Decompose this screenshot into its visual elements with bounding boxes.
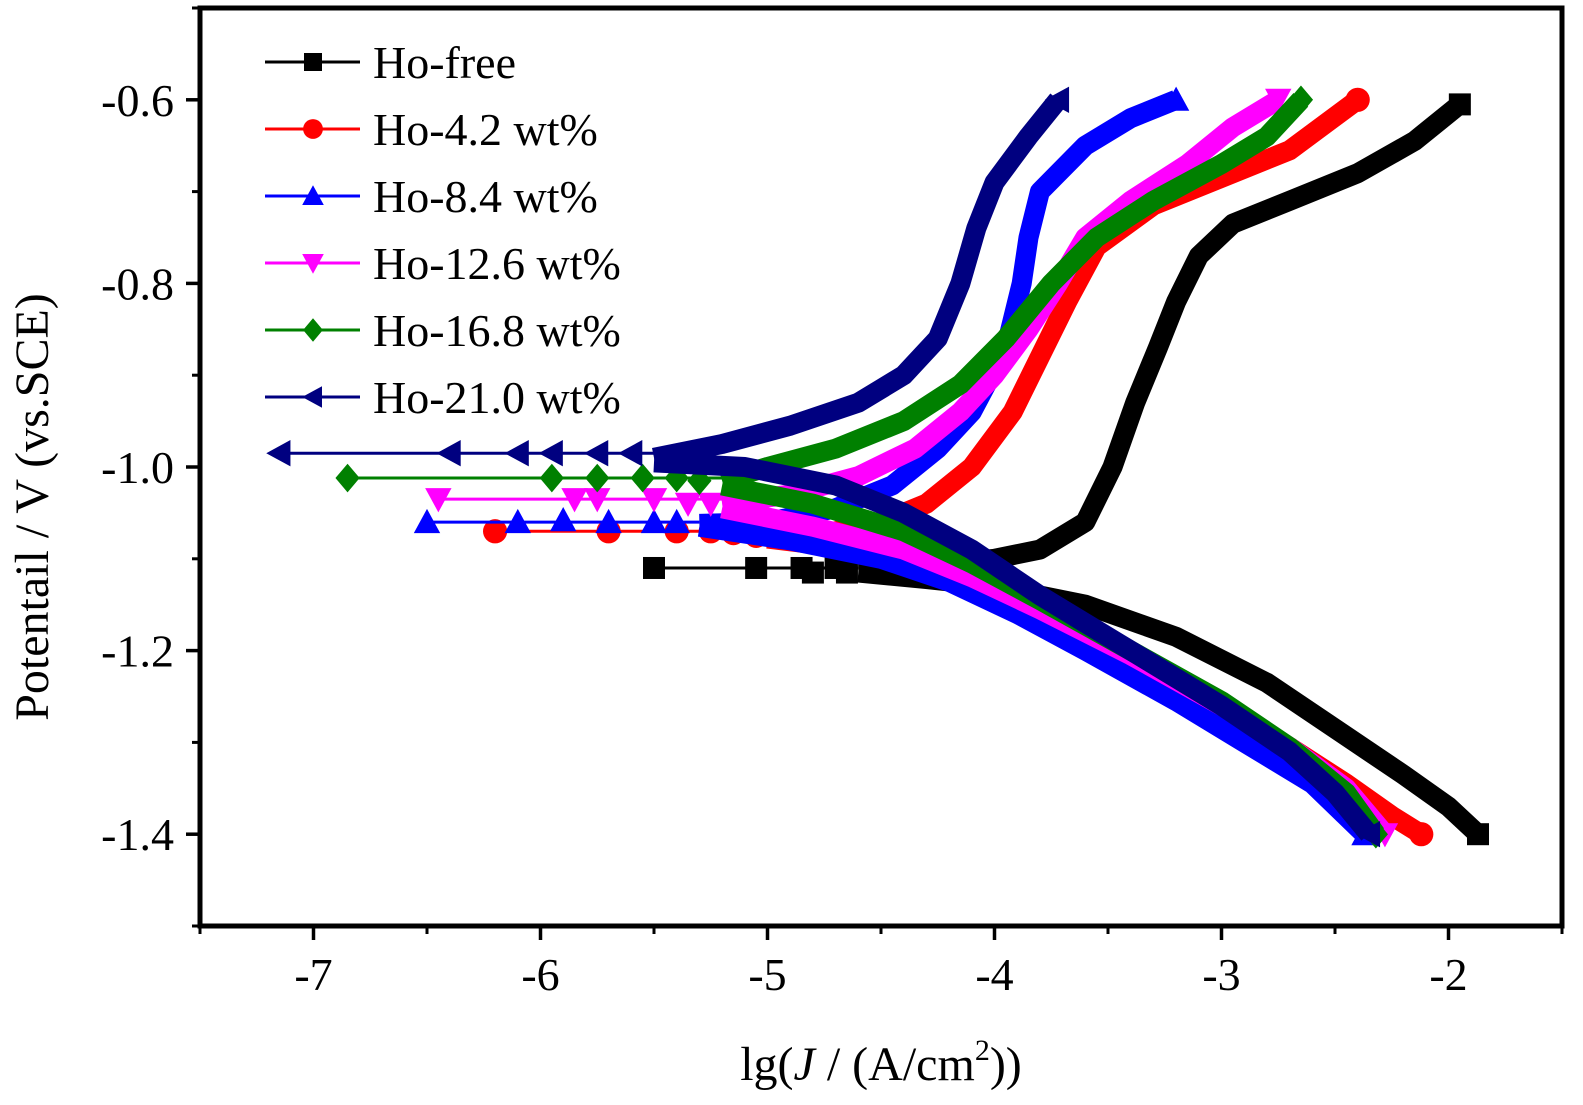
- series-cathodic-branch-3: [720, 498, 1393, 841]
- x-tick-label: -3: [1202, 949, 1240, 1000]
- series-end-marker-5: [1044, 86, 1070, 113]
- data-point-5-3: [538, 440, 563, 467]
- data-point-4-2: [585, 463, 610, 493]
- legend-entry-3: Ho-12.6 wt%: [265, 238, 621, 289]
- data-point-0-0: [643, 556, 665, 579]
- series-end-marker-0: [1448, 93, 1471, 116]
- series-end-marker-4: [1288, 85, 1314, 115]
- legend-label: Ho-free: [373, 37, 516, 88]
- data-point-3-0: [425, 488, 452, 513]
- data-point-2-5: [663, 508, 690, 534]
- y-tick-label: -0.8: [101, 258, 174, 309]
- data-point-4-1: [539, 463, 564, 493]
- data-point-5-0: [266, 440, 291, 467]
- data-point-1-0: [483, 519, 508, 544]
- legend-label: Ho-16.8 wt%: [373, 305, 621, 356]
- data-point-2-0: [413, 508, 441, 534]
- series-end-marker-3: [1265, 88, 1292, 113]
- legend-entry-1: Ho-4.2 wt%: [265, 104, 598, 155]
- series-cathodic-branch-2: [697, 516, 1372, 842]
- legend-label: Ho-12.6 wt%: [373, 238, 621, 289]
- series-cathodic-branch-5: [653, 452, 1377, 841]
- data-point-5-2: [504, 440, 529, 467]
- legend-marker: [303, 119, 323, 139]
- x-tick-label: -6: [521, 949, 559, 1000]
- data-point-2-4: [640, 508, 668, 534]
- series-anodic-branch-5: [652, 93, 1066, 468]
- x-tick-label: -7: [294, 949, 332, 1000]
- data-point-0-3: [801, 561, 824, 584]
- series-layer: [266, 85, 1490, 849]
- legend-marker: [302, 254, 324, 274]
- data-point-3-5: [697, 492, 724, 517]
- series-anodic-branch-3: [720, 91, 1284, 514]
- data-point-3-1: [561, 488, 588, 513]
- legend-entry-0: Ho-free: [265, 37, 516, 88]
- y-axis-title: Potentail / V (vs.SCE): [6, 293, 59, 721]
- legend-marker: [302, 185, 324, 205]
- legend-marker: [304, 53, 322, 71]
- legend-label: Ho-4.2 wt%: [373, 104, 598, 155]
- data-point-3-4: [674, 492, 702, 517]
- legend-marker: [302, 386, 322, 408]
- y-tick-label: -0.6: [101, 75, 174, 126]
- legend-entry-2: Ho-8.4 wt%: [265, 171, 598, 222]
- data-point-2-3: [595, 508, 622, 534]
- series-end-marker-0: [1467, 823, 1490, 846]
- data-point-2-1: [504, 508, 531, 534]
- y-tick-label: -1.2: [101, 626, 174, 677]
- legend-entry-4: Ho-16.8 wt%: [265, 305, 621, 356]
- data-point-5-4: [584, 440, 609, 467]
- data-point-0-5: [835, 561, 858, 584]
- legend-entry-5: Ho-21.0 wt%: [265, 372, 621, 423]
- x-tick-label: -4: [975, 949, 1013, 1000]
- data-point-4-3: [630, 463, 655, 493]
- series-end-marker-1: [1409, 822, 1434, 847]
- series-end-marker-2: [1162, 86, 1190, 111]
- x-tick-label: -2: [1429, 949, 1467, 1000]
- legend-marker: [303, 318, 323, 342]
- series-anodic-branch-4: [719, 93, 1309, 491]
- axes-layer: -7 -6 -5 -4 -3 -2 -1.4 -1.2 -1.0 -0.8 -0.6: [101, 5, 1565, 1000]
- data-point-0-1: [745, 556, 768, 579]
- data-point-3-2: [584, 488, 611, 513]
- data-point-3-3: [640, 488, 668, 513]
- series-end-marker-1: [1345, 87, 1370, 112]
- x-tick-label: -5: [748, 949, 786, 1000]
- data-point-5-5: [618, 440, 643, 467]
- data-point-4-0: [335, 463, 360, 493]
- series-end-marker-5: [1355, 821, 1381, 848]
- legend: Ho-free Ho-4.2 wt% Ho-8.4 wt% Ho-12.6 wt% Ho…: [265, 37, 621, 423]
- legend-label: Ho-21.0 wt%: [373, 372, 621, 423]
- data-point-5-1: [436, 440, 461, 467]
- y-tick-label: -1.4: [101, 809, 174, 860]
- y-tick-label: -1.0: [101, 442, 174, 493]
- series-5: [266, 86, 1381, 848]
- x-axis-title: lg(J / (A/cm2)): [740, 1034, 1022, 1091]
- data-point-2-2: [550, 507, 577, 532]
- legend-label: Ho-8.4 wt%: [373, 171, 598, 222]
